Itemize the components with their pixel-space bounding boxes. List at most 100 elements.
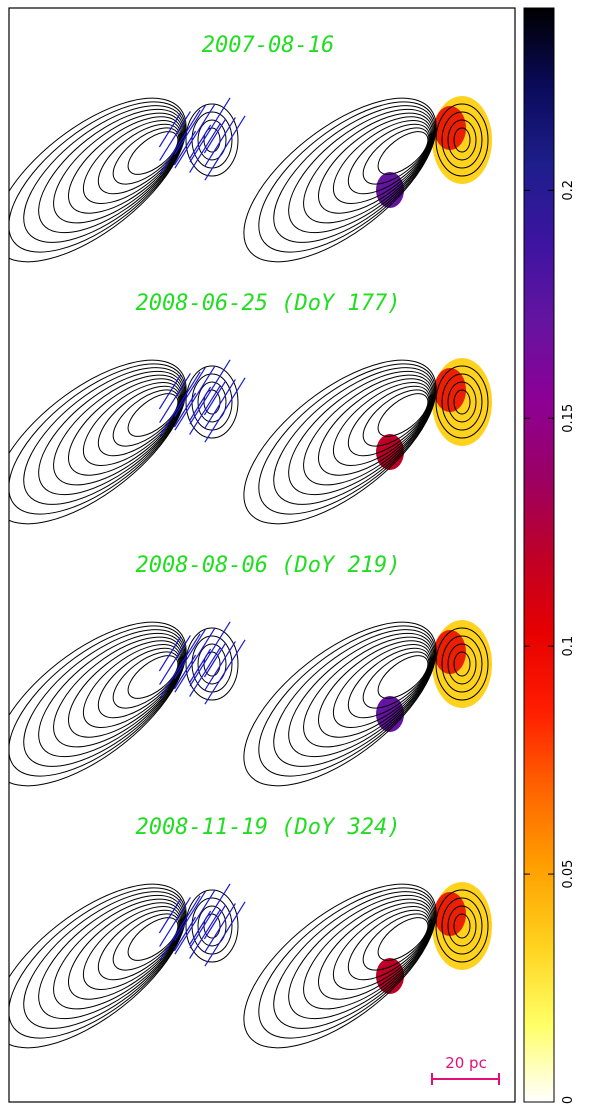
core-contour bbox=[435, 889, 489, 963]
polarization-vector bbox=[159, 111, 191, 161]
contour-line bbox=[362, 651, 430, 709]
polarization-vector bbox=[189, 123, 221, 173]
polarization-vector bbox=[204, 641, 236, 691]
contour-line bbox=[38, 108, 184, 234]
contour-line bbox=[377, 655, 429, 699]
contour-line bbox=[288, 894, 434, 1020]
contour-line bbox=[38, 894, 184, 1020]
contour-line bbox=[82, 382, 182, 466]
contour-line bbox=[112, 913, 180, 971]
contour-line bbox=[317, 640, 433, 738]
pol-fraction-panel bbox=[243, 882, 492, 1049]
contour-line bbox=[38, 632, 184, 758]
polarization-vector bbox=[159, 635, 191, 685]
polarization-vector bbox=[173, 916, 197, 952]
core-contour bbox=[453, 127, 471, 153]
epoch-row-4 bbox=[9, 882, 492, 1049]
core-contour bbox=[441, 111, 483, 169]
core-contour bbox=[447, 905, 477, 947]
contour-line bbox=[82, 120, 182, 204]
colorbar-ramp bbox=[523, 7, 555, 1103]
polarization-vector bbox=[203, 904, 227, 940]
contour-line bbox=[67, 378, 183, 476]
polarization-vector bbox=[204, 639, 246, 705]
contour-line bbox=[347, 123, 431, 195]
contour-line bbox=[53, 374, 183, 486]
contour-line bbox=[362, 127, 430, 185]
polarization-vector bbox=[159, 109, 201, 175]
contour-line bbox=[9, 101, 186, 253]
polarization-vector bbox=[174, 627, 216, 693]
polarization-vector bbox=[174, 891, 206, 941]
colorbar: 0 0.05 0.1 0.15 0.2 bbox=[523, 7, 576, 1104]
contour-line bbox=[9, 883, 187, 1049]
polarization-vector bbox=[159, 373, 191, 423]
contour-line bbox=[303, 898, 433, 1010]
core-contour bbox=[435, 365, 489, 439]
polarization-vector bbox=[204, 117, 236, 167]
polarization-vector bbox=[159, 895, 201, 961]
core-contour bbox=[441, 373, 483, 431]
core-contour bbox=[441, 635, 483, 693]
core-contour bbox=[185, 103, 239, 177]
polarization-vector bbox=[188, 124, 212, 160]
contour-line bbox=[332, 120, 432, 204]
contour-line bbox=[258, 625, 436, 777]
contour-line bbox=[9, 625, 186, 777]
polarization-vector bbox=[204, 903, 236, 953]
core-contour bbox=[197, 381, 227, 423]
polarization-vector bbox=[174, 367, 206, 417]
contour-line bbox=[288, 632, 434, 758]
contour-line bbox=[67, 640, 183, 738]
core-contour bbox=[185, 365, 239, 439]
core-contour bbox=[197, 643, 227, 685]
contour-vector-panel bbox=[9, 97, 246, 263]
polarization-vector bbox=[189, 883, 231, 949]
polarization-vector bbox=[189, 97, 231, 163]
contour-line bbox=[303, 112, 433, 224]
contour-line bbox=[112, 127, 180, 185]
contour-line bbox=[9, 621, 187, 787]
polarization-vector bbox=[188, 648, 212, 684]
polarization-vector bbox=[159, 371, 201, 437]
contour-line bbox=[67, 902, 183, 1000]
contour-line bbox=[273, 367, 435, 505]
pol-fraction-panel bbox=[243, 358, 492, 525]
contour-line bbox=[97, 647, 181, 719]
polarization-vector bbox=[203, 118, 227, 154]
contour-line bbox=[67, 116, 183, 214]
contour-line bbox=[53, 636, 183, 748]
epoch-label-4: 2008-11-19 (DoY 324) bbox=[136, 815, 401, 840]
core-contour bbox=[453, 651, 471, 677]
polarization-vector bbox=[189, 385, 221, 435]
epoch-label-1: 2007-08-16 bbox=[202, 33, 334, 58]
core-contour bbox=[185, 889, 239, 963]
colorbar-tick-label-4: 0.2 bbox=[561, 180, 576, 201]
contour-line bbox=[347, 909, 431, 981]
contour-line bbox=[9, 359, 187, 525]
polarization-vector bbox=[158, 112, 182, 148]
contour-line bbox=[377, 917, 429, 961]
pol-fraction-panel bbox=[243, 96, 492, 263]
core-contour bbox=[185, 627, 239, 701]
polarization-vector bbox=[174, 889, 216, 955]
contour-line bbox=[243, 359, 437, 525]
contour-line bbox=[303, 374, 433, 486]
contour-line bbox=[317, 116, 433, 214]
contour-line bbox=[97, 909, 181, 981]
core-contour bbox=[447, 381, 477, 423]
polarization-vector bbox=[159, 897, 191, 947]
colorbar-tick-label-3: 0.15 bbox=[561, 404, 576, 433]
epoch-label-3: 2008-08-06 (DoY 219) bbox=[136, 553, 401, 578]
polarization-vector bbox=[204, 379, 236, 429]
polarization-vector bbox=[203, 642, 227, 678]
contour-line bbox=[273, 891, 435, 1029]
polarization-vector bbox=[173, 654, 197, 690]
contour-line bbox=[332, 382, 432, 466]
colorbar-tick-label-0: 0 bbox=[561, 1096, 576, 1104]
contour-vector-panel bbox=[9, 359, 246, 525]
core-contour bbox=[453, 389, 471, 415]
contour-line bbox=[53, 898, 183, 1010]
polarization-vector bbox=[189, 909, 221, 959]
